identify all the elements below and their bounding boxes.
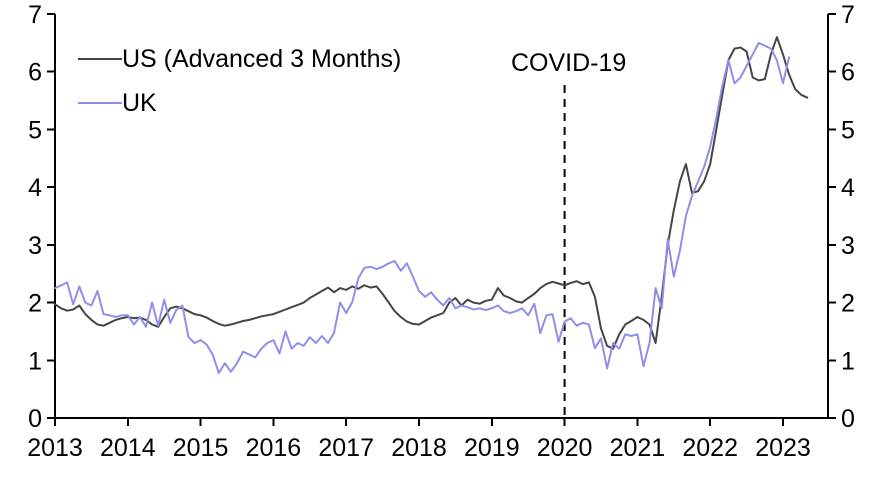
y-tick-label-right: 4	[841, 174, 855, 202]
y-tick-label-left: 0	[28, 405, 42, 433]
y-tick-label-right: 0	[841, 405, 855, 433]
y-tick-label-left: 6	[28, 59, 42, 87]
x-tick-label: 2023	[755, 434, 811, 462]
y-tick-label-left: 4	[28, 174, 42, 202]
y-tick-label-left: 5	[28, 116, 42, 144]
x-tick-label: 2018	[391, 434, 447, 462]
us-line-swatch	[78, 58, 122, 60]
y-tick-label-left: 2	[28, 290, 42, 318]
x-tick-label: 2021	[610, 434, 666, 462]
x-tick-label: 2014	[100, 434, 156, 462]
legend-item-us: US (Advanced 3 Months)	[78, 44, 401, 74]
y-tick-label-right: 2	[841, 290, 855, 318]
legend-item-uk: UK	[78, 88, 401, 118]
series-uk-line	[54, 41, 791, 374]
x-tick-label: 2016	[246, 434, 302, 462]
x-tick-label: 2017	[318, 434, 374, 462]
uk-line-swatch	[78, 102, 122, 104]
covid-annotation-label: COVID-19	[511, 49, 627, 77]
legend-label-us: US (Advanced 3 Months)	[122, 45, 402, 73]
y-tick-label-right: 1	[841, 347, 855, 375]
y-tick-label-right: 3	[841, 232, 855, 260]
y-tick-label-left: 3	[28, 232, 42, 260]
x-tick-label: 2019	[464, 434, 520, 462]
y-tick-label-right: 6	[841, 59, 855, 87]
x-tick-label: 2013	[27, 434, 83, 462]
y-tick-label-left: 1	[28, 347, 42, 375]
y-tick-label-right: 7	[841, 1, 855, 29]
legend-label-uk: UK	[122, 89, 157, 117]
x-tick-label: 2015	[173, 434, 229, 462]
x-tick-label: 2020	[537, 434, 593, 462]
y-tick-label-left: 7	[28, 1, 42, 29]
y-tick-label-right: 5	[841, 116, 855, 144]
legend: US (Advanced 3 Months) UK	[78, 44, 401, 132]
x-tick-label: 2022	[682, 434, 738, 462]
